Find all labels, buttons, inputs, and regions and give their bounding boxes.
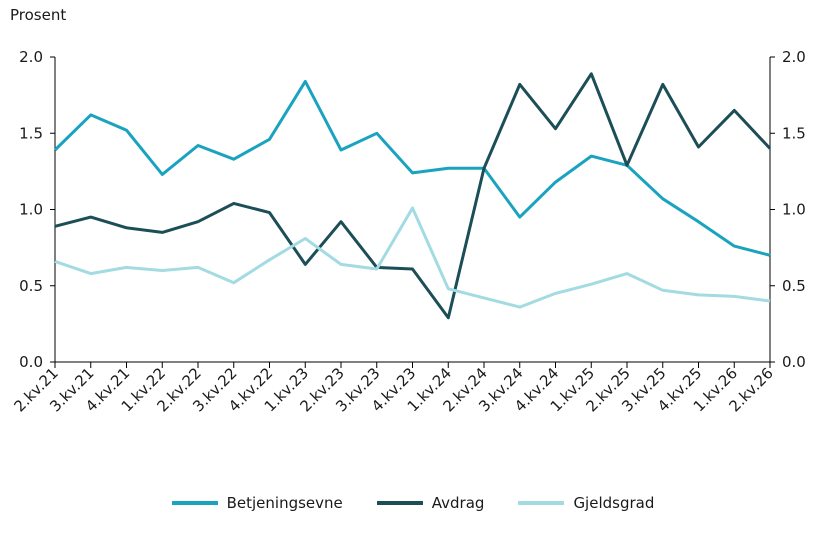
y-tick-label: 1.0 <box>19 201 43 219</box>
series-lines <box>53 72 772 320</box>
y-tick-label: 1.5 <box>782 124 806 142</box>
legend-swatch <box>376 501 423 505</box>
series-line-betjeningsevne <box>53 79 771 257</box>
legend-swatch <box>171 501 218 505</box>
legend-item-betjeningsevne: Betjeningsevne <box>171 494 343 512</box>
y-tick-label: 0.5 <box>19 277 43 295</box>
y-tick-label: 2.0 <box>19 48 43 66</box>
series-line-avdrag <box>54 72 772 320</box>
y-tick-label: 1.5 <box>19 124 43 142</box>
legend: Betjeningsevne Avdrag Gjeldsgrad <box>0 494 826 512</box>
y-tick-label: 0.0 <box>782 353 806 371</box>
legend-label: Gjeldsgrad <box>573 494 655 512</box>
x-axis: 2.kv.213.kv.214.kv.211.kv.222.kv.223.kv.… <box>11 362 777 415</box>
legend-label: Betjeningsevne <box>226 494 343 512</box>
y-tick-label: 2.0 <box>782 48 806 66</box>
y-tick-label: 0.0 <box>19 353 43 371</box>
left-y-axis: 0.0 0.5 1.0 1.5 2.0 <box>19 48 55 371</box>
series-line-gjeldsgrad <box>54 206 771 309</box>
legend-item-avdrag: Avdrag <box>376 494 485 512</box>
y-tick-label: 1.0 <box>782 201 806 219</box>
right-y-axis: 0.0 0.5 1.0 1.5 2.0 <box>770 48 806 371</box>
legend-label: Avdrag <box>431 494 485 512</box>
y-tick-label: 0.5 <box>782 277 806 295</box>
y-axis-label: Prosent <box>10 6 66 24</box>
legend-swatch <box>518 501 565 505</box>
legend-item-gjeldsgrad: Gjeldsgrad <box>518 494 654 512</box>
